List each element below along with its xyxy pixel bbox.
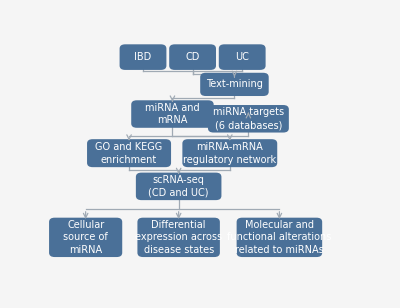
Text: Cellular
source of
miRNA: Cellular source of miRNA — [63, 220, 108, 255]
FancyBboxPatch shape — [182, 139, 277, 167]
FancyBboxPatch shape — [131, 100, 214, 128]
Text: GO and KEGG
enrichment: GO and KEGG enrichment — [96, 142, 163, 164]
Text: miRNA and
mRNA: miRNA and mRNA — [145, 103, 200, 125]
FancyBboxPatch shape — [200, 73, 269, 96]
Text: scRNA-seq
(CD and UC): scRNA-seq (CD and UC) — [148, 175, 209, 198]
Text: Text-mining: Text-mining — [206, 79, 263, 89]
FancyBboxPatch shape — [120, 44, 166, 70]
Text: UC: UC — [235, 52, 249, 62]
FancyBboxPatch shape — [169, 44, 216, 70]
Text: miRNA targets
(6 databases): miRNA targets (6 databases) — [213, 107, 284, 130]
FancyBboxPatch shape — [237, 218, 322, 257]
Text: CD: CD — [186, 52, 200, 62]
Text: Differential
expression across
disease states: Differential expression across disease s… — [135, 220, 222, 255]
FancyBboxPatch shape — [208, 105, 289, 132]
Text: IBD: IBD — [134, 52, 152, 62]
FancyBboxPatch shape — [219, 44, 266, 70]
FancyBboxPatch shape — [138, 218, 220, 257]
FancyBboxPatch shape — [49, 218, 122, 257]
Text: miRNA-mRNA
regulatory network: miRNA-mRNA regulatory network — [183, 142, 276, 164]
FancyBboxPatch shape — [87, 139, 171, 167]
Text: Molecular and
functional alterations
related to miRNAs: Molecular and functional alterations rel… — [227, 220, 332, 255]
FancyBboxPatch shape — [136, 172, 222, 200]
